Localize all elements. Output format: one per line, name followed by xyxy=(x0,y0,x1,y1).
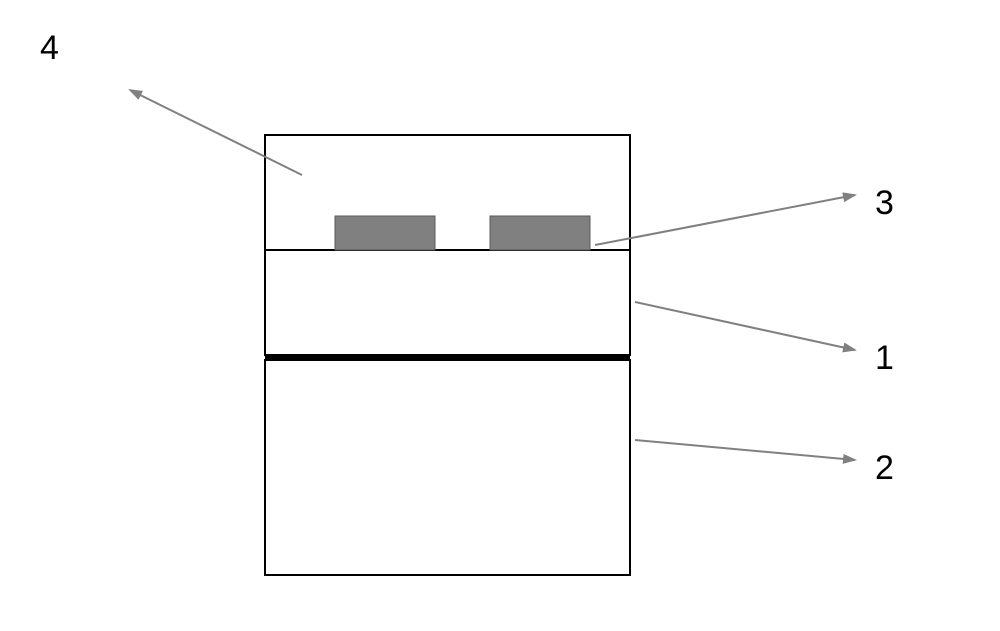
block-right xyxy=(490,216,590,250)
arrow-2 xyxy=(635,440,855,460)
block-left xyxy=(335,216,435,250)
arrow-3 xyxy=(595,195,855,245)
layer-2-bottom xyxy=(265,360,630,575)
label-3: 3 xyxy=(875,184,894,222)
label-1: 1 xyxy=(875,339,894,377)
diagram-svg: 4 3 1 2 xyxy=(0,0,1000,631)
label-4: 4 xyxy=(40,29,59,67)
diagram-container: 4 3 1 2 xyxy=(0,0,1000,631)
arrow-4 xyxy=(130,90,302,175)
layer-1-middle xyxy=(265,250,630,355)
arrow-1 xyxy=(635,302,855,350)
layers-group xyxy=(265,135,630,575)
label-2: 2 xyxy=(875,449,894,487)
